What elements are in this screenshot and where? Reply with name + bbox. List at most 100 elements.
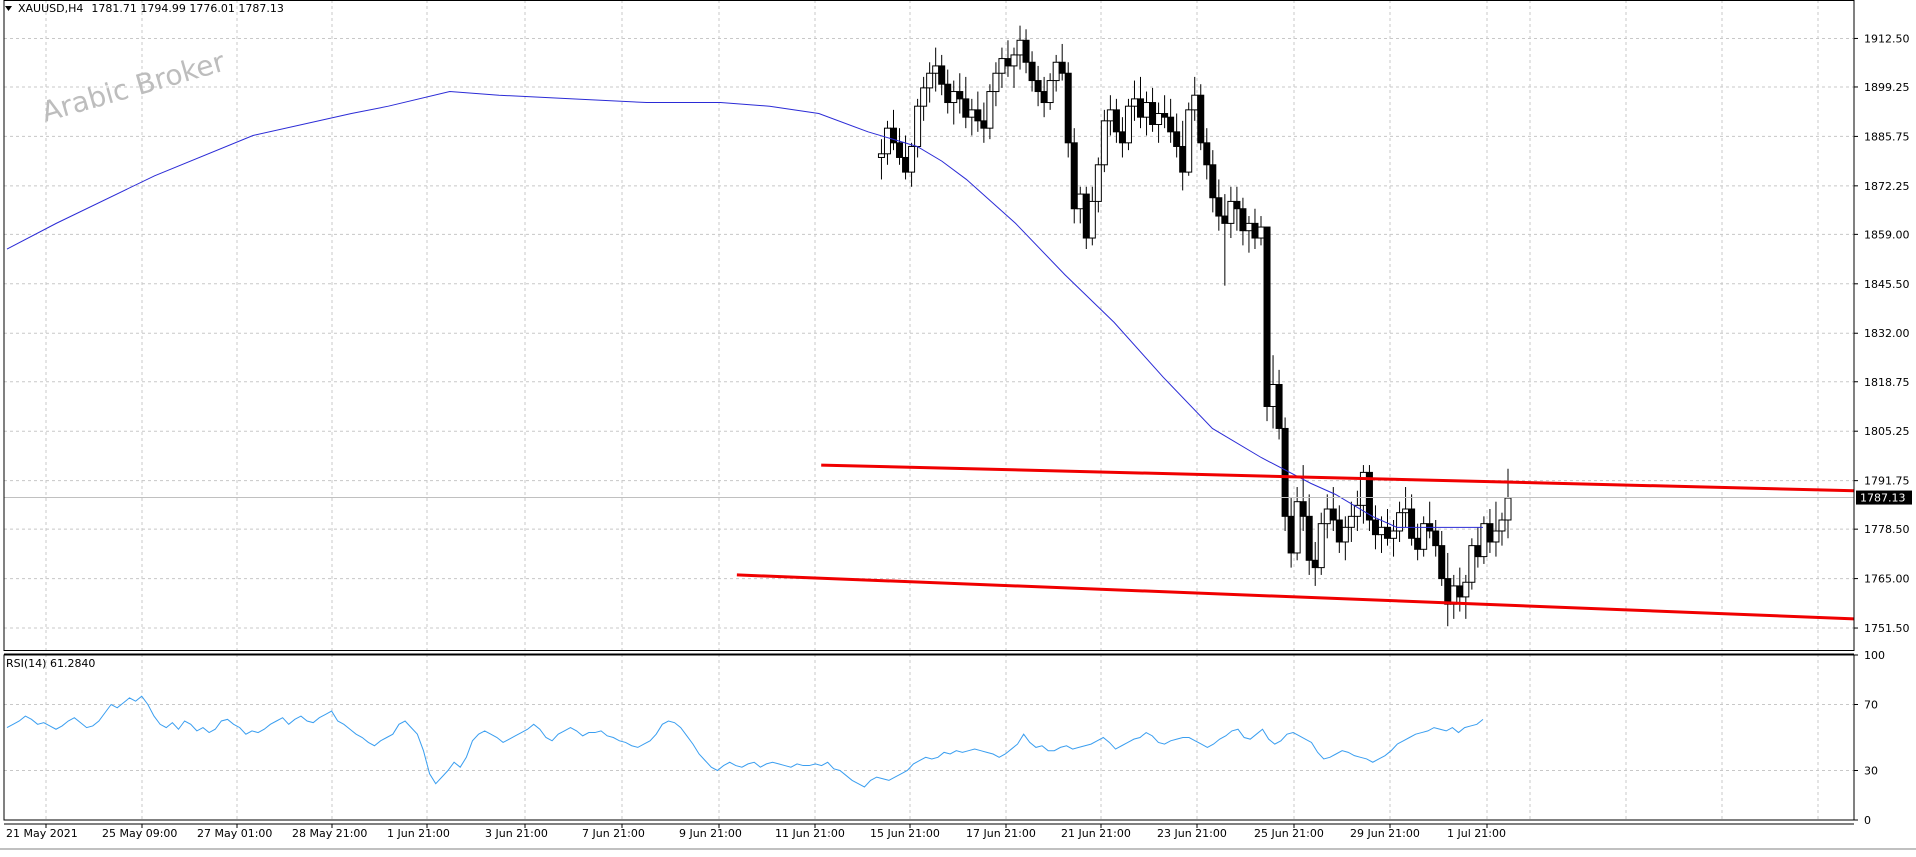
candle[interactable]	[986, 84, 994, 140]
candle[interactable]	[920, 76, 928, 121]
candle[interactable]	[1341, 516, 1349, 561]
candle[interactable]	[1420, 516, 1428, 557]
rsi-axis-label: 30	[1864, 765, 1878, 778]
candle[interactable]	[974, 91, 982, 132]
candle[interactable]	[1100, 109, 1108, 173]
candle-body-bullish	[914, 105, 922, 147]
candle[interactable]	[1185, 102, 1193, 176]
candle[interactable]	[890, 109, 898, 151]
candle[interactable]	[1064, 62, 1072, 158]
candle-body-bearish	[1311, 559, 1319, 569]
price-axis-label: 1751.50	[1864, 622, 1910, 635]
candle-body-bullish	[1462, 581, 1470, 598]
candle[interactable]	[1010, 47, 1018, 88]
candle-body-bullish	[1010, 54, 1018, 67]
time-axis-label: 9 Jun 21:00	[679, 827, 742, 840]
candle[interactable]	[1046, 73, 1054, 110]
price-axis-label: 1805.25	[1864, 425, 1910, 438]
candle-body-bearish	[1408, 508, 1416, 539]
time-axis-label: 11 Jun 21:00	[775, 827, 845, 840]
candle[interactable]	[1438, 530, 1446, 586]
candle[interactable]	[1070, 128, 1078, 224]
candle-body-bearish	[1022, 39, 1030, 63]
candle[interactable]	[1227, 186, 1235, 239]
candle[interactable]	[1167, 98, 1175, 143]
candle[interactable]	[877, 139, 885, 180]
candle[interactable]	[1317, 512, 1325, 575]
candle[interactable]	[1088, 186, 1096, 246]
candle-body-bullish	[998, 58, 1006, 74]
candle[interactable]	[1124, 98, 1132, 151]
candle-body-bearish	[1161, 113, 1169, 118]
candle[interactable]	[1462, 574, 1470, 619]
candle[interactable]	[962, 76, 970, 129]
candle[interactable]	[1239, 197, 1247, 246]
candle[interactable]	[1468, 538, 1476, 590]
rsi-line	[6, 695, 1484, 788]
time-axis-label: 27 May 01:00	[197, 827, 272, 840]
candle-body-bullish	[1468, 545, 1476, 583]
rsi-panel-frame	[3, 654, 1855, 821]
time-axis-label: 1 Jun 21:00	[387, 827, 450, 840]
candle[interactable]	[1209, 150, 1217, 213]
candle[interactable]	[1155, 102, 1163, 143]
candle[interactable]	[1281, 417, 1289, 531]
candle-body-bearish	[944, 83, 952, 104]
rsi-axis-label: 70	[1864, 699, 1878, 712]
candle[interactable]	[956, 73, 964, 114]
candle[interactable]	[1275, 369, 1283, 440]
candle[interactable]	[1480, 516, 1488, 564]
candle[interactable]	[1034, 65, 1042, 107]
candle[interactable]	[1022, 29, 1030, 74]
candle-body-bullish	[1377, 526, 1385, 536]
candle-body-bullish	[950, 91, 958, 104]
candle[interactable]	[1432, 520, 1440, 557]
price-axis-label: 1912.50	[1864, 32, 1910, 45]
candle[interactable]	[1112, 98, 1120, 143]
candle[interactable]	[896, 128, 904, 165]
candle[interactable]	[1492, 501, 1500, 557]
candle[interactable]	[926, 62, 934, 103]
candle[interactable]	[1197, 84, 1205, 151]
candle-body-bearish	[1474, 545, 1482, 558]
candle[interactable]	[1161, 95, 1169, 129]
candle-body-bearish	[890, 127, 898, 144]
candle[interactable]	[1215, 179, 1223, 231]
candle[interactable]	[1203, 128, 1211, 180]
candle[interactable]	[1329, 487, 1337, 531]
candle[interactable]	[1233, 186, 1241, 231]
upper-trendline[interactable]	[821, 463, 1855, 493]
candle-body-bearish	[1371, 519, 1379, 536]
candle[interactable]	[1347, 501, 1355, 542]
candle[interactable]	[938, 54, 946, 96]
price-axis-label: 1845.50	[1864, 278, 1910, 291]
candle-body-bullish	[1257, 226, 1265, 239]
price-axis-label: 1791.75	[1864, 475, 1910, 488]
time-axis-label: 17 Jun 21:00	[966, 827, 1036, 840]
lower-trendline[interactable]	[736, 573, 1855, 621]
candle-body-bullish	[1191, 94, 1199, 111]
candle[interactable]	[1094, 157, 1102, 213]
candle[interactable]	[908, 142, 916, 187]
candle[interactable]	[992, 62, 1000, 107]
time-axis-label: 25 May 09:00	[102, 827, 177, 840]
time-axis-label: 29 Jun 21:00	[1350, 827, 1420, 840]
candle[interactable]	[1293, 487, 1301, 561]
candle[interactable]	[1498, 512, 1506, 546]
candle-body-bearish	[1438, 545, 1446, 580]
candle-body-bearish	[1203, 142, 1211, 166]
candle[interactable]	[1396, 501, 1404, 542]
candle[interactable]	[1173, 113, 1181, 158]
candle-body-bullish	[1094, 164, 1102, 202]
candle-body-bullish	[1498, 519, 1506, 532]
candle[interactable]	[1305, 494, 1313, 575]
candle-body-bearish	[1329, 508, 1337, 521]
collapse-triangle-icon[interactable]	[5, 6, 12, 11]
candle-body-bullish	[986, 91, 994, 129]
candle[interactable]	[1263, 226, 1271, 422]
candle[interactable]	[1028, 51, 1036, 92]
candle[interactable]	[1408, 494, 1416, 546]
candle-body-bearish	[1287, 515, 1295, 554]
candle[interactable]	[1058, 43, 1066, 81]
